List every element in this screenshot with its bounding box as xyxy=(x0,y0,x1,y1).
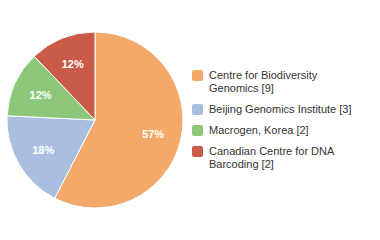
pie-slice xyxy=(7,116,95,198)
data-labels: 57% 18% 12% 12% xyxy=(30,58,165,155)
legend-entry: Centre for Biodiversity Genomics [9] xyxy=(192,69,376,95)
pie-slice xyxy=(34,32,95,120)
legend-swatch xyxy=(192,146,203,157)
data-label: 12% xyxy=(62,58,84,70)
legend-entry: Macrogen, Korea [2] xyxy=(192,124,376,137)
legend: Centre for Biodiversity Genomics [9] Beij… xyxy=(192,0,376,240)
legend-swatch xyxy=(192,104,203,115)
legend-label: Macrogen, Korea [2] xyxy=(209,124,309,137)
legend-label: Beijing Genomics Institute [3] xyxy=(209,103,351,116)
data-label: 18% xyxy=(32,144,54,156)
data-label: 57% xyxy=(142,128,164,140)
legend-swatch xyxy=(192,70,203,81)
legend-swatch xyxy=(192,125,203,136)
legend-label: Canadian Centre for DNA Barcoding [2] xyxy=(209,145,334,171)
legend-entry: Canadian Centre for DNA Barcoding [2] xyxy=(192,145,376,171)
legend-entry: Beijing Genomics Institute [3] xyxy=(192,103,376,116)
pie-chart: 57% 18% 12% 12% xyxy=(0,0,190,240)
data-label: 12% xyxy=(30,89,52,101)
slices xyxy=(7,32,183,208)
legend-label: Centre for Biodiversity Genomics [9] xyxy=(209,69,317,95)
